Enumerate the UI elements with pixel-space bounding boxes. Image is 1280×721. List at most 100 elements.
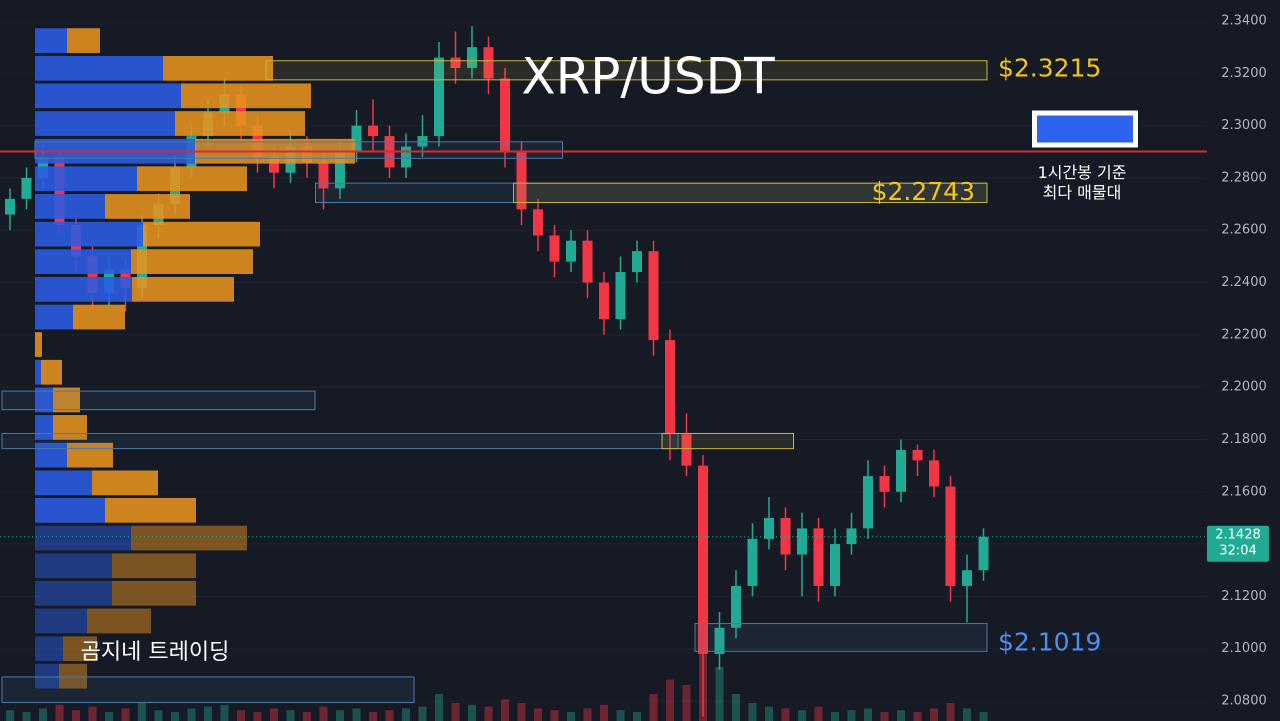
volume-bar [831,712,839,721]
volume-bar [22,712,31,721]
volume-bar [715,667,724,721]
watermark: 곰지네 트레이딩 [81,640,230,665]
zone-box [1,390,316,411]
candle-body [665,340,675,435]
candle-body [5,198,15,215]
profile-sell [181,83,311,109]
candle-body [318,162,329,189]
profile-sell [112,553,196,579]
profile-buy [35,525,131,551]
y-tick-label: 2.1200 [1221,589,1267,604]
candle-body [698,465,708,654]
volume-bar [385,710,394,721]
volume-bar [748,703,757,721]
candle-body [912,449,923,461]
candle-body [269,157,279,173]
candle-body [731,585,741,628]
volume-bar [649,694,658,721]
volume-bar [121,708,130,721]
y-tick-label: 2.2800 [1221,170,1267,185]
volume-bar [402,708,410,721]
volume-bar [666,679,674,721]
zone-box [661,432,794,450]
candle-body [813,528,824,586]
y-tick-label: 2.2400 [1221,275,1267,290]
candle-body [566,240,576,262]
volume-bar [418,706,427,721]
volume-bar [105,712,113,721]
volume-bar [600,704,608,721]
candle-body [21,177,32,199]
poc-note: 1시간봉 기준 [1038,163,1127,182]
volume-bar [451,703,460,721]
candle-body [351,125,362,152]
candle-body [87,256,98,293]
profile-sell [41,359,62,385]
y-tick-label: 2.3400 [1221,14,1267,29]
candle-body [500,78,510,152]
profile-sell [112,580,196,606]
profile-buy [35,249,131,274]
candle-body [830,544,840,586]
candle-body [846,528,857,545]
candle-body [648,251,659,341]
last-price-tag [1207,525,1269,562]
candle-body [978,536,989,571]
profile-sell [53,415,87,440]
volume-bar [55,704,64,721]
candle-body [863,476,873,529]
volume-bar [864,708,872,721]
volume-bar [369,712,377,721]
candle-body [401,146,411,168]
profile-sell [92,470,158,496]
profile-buy [35,497,105,523]
volume-bar [501,699,509,721]
profile-sell [35,332,42,357]
profile-sell [105,497,196,523]
profile-buy [35,304,73,330]
zone-box [34,141,563,159]
last-price-label: 2.1428 [1215,527,1261,542]
volume-bar [468,704,476,721]
volume-bar [534,708,542,721]
profile-sell [175,111,305,136]
profile-sell [132,276,234,302]
profile-sell [163,55,273,81]
volume-bar [682,685,691,721]
zone-label: $2.3215 [998,53,1101,82]
volume-bar [72,710,80,721]
time-left: 32:04 [1219,543,1256,558]
volume-bar [847,710,856,721]
poc-note: 최다 매물대 [1043,183,1122,202]
candle-body [549,235,560,262]
y-tick-label: 2.1000 [1221,641,1267,656]
volume-bar [204,706,212,721]
candle-body [368,125,378,137]
candle-body [335,151,345,189]
candle-body [747,538,758,586]
axis-background [1207,0,1280,721]
candle-body [615,272,626,320]
y-tick-label: 2.1800 [1221,432,1267,447]
candle-body [417,136,428,147]
volume-bar [517,703,526,721]
candle-body [714,627,725,654]
candle-body [467,47,477,69]
volume-bar [187,708,196,721]
volume-bar [567,712,575,721]
volume-bar [270,708,278,721]
y-tick-label: 2.2600 [1221,223,1267,238]
profile-sell [67,28,100,53]
candle-body [879,476,890,492]
volume-bar [6,710,14,721]
candle-layer [5,26,989,717]
volume-bar [946,703,955,721]
volume-bar [319,706,328,721]
profile-sell [63,636,97,662]
volume-bar [765,706,773,721]
volume-bar [583,708,592,721]
profile-buy [35,111,175,136]
